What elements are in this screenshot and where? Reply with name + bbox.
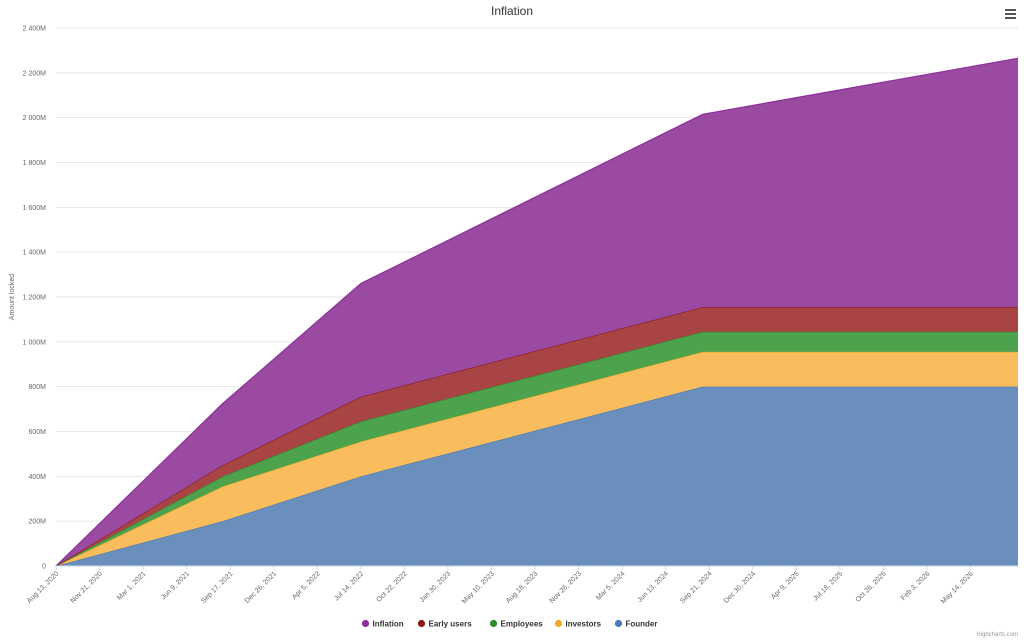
legend-item-inflation[interactable]: Inflation <box>361 619 404 629</box>
y-tick-label: 2 200M <box>23 70 47 77</box>
legend-item-investors[interactable]: Investors <box>554 619 602 629</box>
legend-label: Inflation <box>373 620 404 629</box>
area-employees[interactable] <box>56 331 1018 566</box>
y-tick-label: 200M <box>28 519 46 526</box>
legend: Inflation Early users Employees Investors Fo… <box>361 619 658 629</box>
legend-marker <box>361 619 370 628</box>
y-tick-label: 0 <box>42 564 46 571</box>
legend-label: Investors <box>566 620 602 629</box>
y-tick-label: 2 000M <box>23 115 47 122</box>
y-tick-label: 400M <box>28 474 46 481</box>
legend-label: Early users <box>429 620 473 629</box>
legend-marker <box>417 619 426 628</box>
legend-marker <box>489 619 498 628</box>
series-areas <box>55 57 1019 567</box>
y-tick-label: 800M <box>28 384 46 391</box>
legend-marker <box>614 619 623 628</box>
hamburger-menu-icon[interactable] <box>1005 9 1016 19</box>
chart-title: Inflation <box>491 4 533 18</box>
legend-marker <box>554 619 563 628</box>
legend-item-employees[interactable]: Employees <box>489 619 544 629</box>
area-inflation[interactable] <box>56 58 1018 566</box>
legend-item-founder[interactable]: Founder <box>614 619 658 629</box>
legend-label: Founder <box>626 620 658 629</box>
legend-item-early-users[interactable]: Early users <box>417 619 473 629</box>
y-tick-label: 1 200M <box>23 295 47 302</box>
y-tick-label: 1 600M <box>23 205 47 212</box>
area-founder[interactable] <box>56 386 1018 566</box>
area-investors[interactable] <box>56 351 1018 566</box>
y-tick-label: 1 000M <box>23 339 47 346</box>
y-tick-label: 1 800M <box>23 160 47 167</box>
credits-link[interactable]: Highcharts.com <box>976 632 1018 638</box>
area-early-users[interactable] <box>56 307 1018 566</box>
y-tick-label: 2 400M <box>23 26 47 33</box>
y-tick-label: 1 400M <box>23 250 47 257</box>
legend-label: Employees <box>501 620 544 629</box>
y-tick-label: 600M <box>28 429 46 436</box>
y-axis-label: Amount locked <box>9 274 16 320</box>
line-inflation <box>55 57 1019 567</box>
y-axis: 0 200M 400M 600M 800M 1 000M 1 200M 1 400M 1 600… <box>23 26 47 571</box>
